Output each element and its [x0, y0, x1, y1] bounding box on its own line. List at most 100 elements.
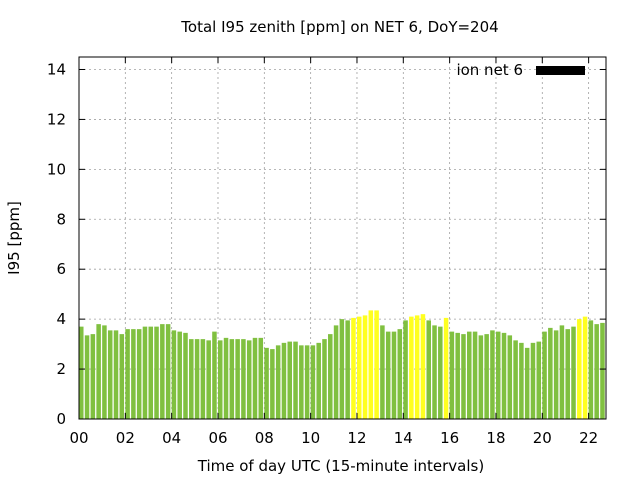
bar — [507, 335, 513, 419]
bar — [600, 322, 605, 419]
bar — [200, 339, 206, 419]
x-tick-label: 10 — [301, 429, 320, 447]
bar — [275, 345, 281, 419]
bar — [548, 327, 553, 419]
x-tick-label: 08 — [255, 429, 274, 447]
bar — [449, 331, 455, 419]
legend-label: ion net 6 — [456, 61, 523, 79]
legend-swatch — [536, 66, 585, 75]
bar — [438, 326, 443, 419]
bar — [443, 317, 449, 419]
bar — [542, 331, 547, 419]
bar — [136, 329, 142, 419]
bar — [588, 320, 594, 419]
bar — [345, 320, 350, 419]
bar — [183, 332, 188, 419]
bar — [246, 340, 252, 419]
x-tick-label: 06 — [208, 429, 227, 447]
bar — [270, 349, 275, 419]
bar — [519, 342, 524, 419]
bar — [409, 316, 414, 419]
x-axis-label: Time of day UTC (15-minute intervals) — [197, 457, 484, 475]
bar — [328, 334, 333, 419]
bar — [79, 326, 84, 419]
bar — [113, 330, 119, 419]
chart-title: Total I95 zenith [ppm] on NET 6, DoY=204 — [180, 18, 498, 36]
bar — [148, 326, 154, 419]
bar — [420, 314, 426, 419]
bar — [281, 342, 287, 419]
bar — [171, 330, 177, 419]
bar — [484, 334, 489, 419]
bar — [397, 329, 403, 419]
bar — [414, 315, 420, 419]
bar — [241, 339, 246, 419]
bar — [478, 335, 484, 419]
y-tick-label: 14 — [47, 60, 66, 78]
ticks — [78, 57, 606, 420]
x-tick-label: 02 — [116, 429, 135, 447]
bar — [223, 337, 229, 419]
y-tick-label: 6 — [56, 260, 66, 278]
bar — [264, 347, 269, 419]
bar — [258, 337, 264, 419]
bar — [96, 324, 101, 419]
bar — [333, 325, 339, 419]
bar — [553, 330, 559, 419]
y-tick-label: 12 — [47, 110, 66, 128]
bar — [530, 342, 536, 419]
bar — [472, 331, 478, 419]
bar — [107, 330, 113, 419]
bar — [577, 319, 582, 419]
bar — [374, 310, 379, 419]
bar — [501, 332, 507, 419]
bar — [582, 316, 588, 419]
bar — [206, 340, 211, 419]
bar — [351, 317, 356, 419]
bar — [565, 329, 570, 419]
legend: ion net 6 — [456, 61, 585, 79]
bar — [235, 339, 240, 419]
bar — [299, 345, 304, 419]
x-tick-label: 22 — [579, 429, 598, 447]
x-tick-label: 14 — [394, 429, 413, 447]
bar — [403, 320, 408, 419]
bar — [310, 345, 316, 419]
bar — [160, 324, 165, 419]
bar — [571, 326, 576, 419]
y-tick-label: 0 — [56, 410, 66, 428]
x-tick-label: 12 — [347, 429, 366, 447]
bar — [356, 316, 362, 419]
y-axis-label: I95 [ppm] — [5, 201, 23, 275]
bar — [142, 326, 148, 419]
bar — [380, 325, 385, 419]
bar — [594, 324, 599, 419]
bar — [426, 320, 431, 419]
bar — [287, 341, 293, 419]
bar — [189, 339, 194, 419]
bar — [102, 325, 107, 419]
bar — [293, 341, 298, 419]
bar — [432, 325, 437, 419]
bar — [84, 335, 90, 419]
x-tick-label: 20 — [533, 429, 552, 447]
bar — [119, 334, 125, 419]
bar — [217, 340, 223, 419]
bar — [125, 329, 130, 419]
bar — [391, 331, 397, 419]
bar — [368, 310, 374, 419]
x-tick-label: 18 — [486, 429, 505, 447]
bar — [90, 334, 96, 419]
y-tick-labels: 0 2 4 6 8 10 12 14 — [47, 60, 66, 428]
bar — [461, 334, 466, 419]
bar — [316, 342, 321, 419]
bar — [467, 331, 472, 419]
bar — [455, 332, 460, 419]
bar — [252, 337, 258, 419]
bar — [194, 339, 200, 419]
bar — [536, 341, 542, 419]
x-tick-label: 00 — [69, 429, 88, 447]
y-tick-label: 8 — [56, 210, 66, 228]
bar — [495, 331, 501, 419]
